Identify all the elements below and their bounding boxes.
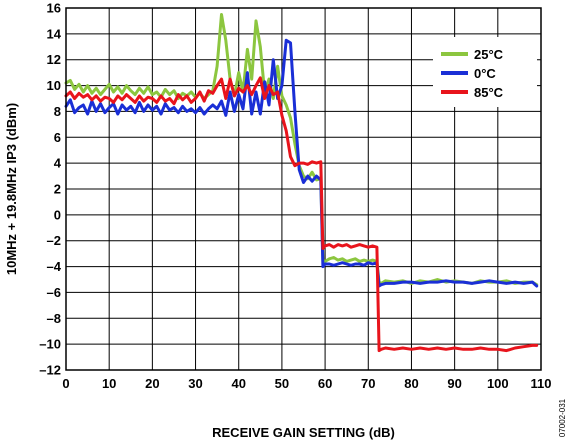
- y-tick-label: 16: [47, 1, 61, 16]
- y-tick-label: 6: [54, 130, 61, 145]
- x-tick-label: 30: [188, 376, 202, 391]
- x-tick-label: 20: [145, 376, 159, 391]
- x-tick-label: 60: [318, 376, 332, 391]
- x-tick-label: 70: [361, 376, 375, 391]
- x-tick-label: 100: [487, 376, 509, 391]
- y-tick-label: 2: [54, 182, 61, 197]
- series-line-2: [64, 76, 539, 353]
- legend-label: 0°C: [474, 66, 496, 81]
- plot-frame: [65, 7, 542, 371]
- x-tick-label: 50: [275, 376, 289, 391]
- x-tick-label: 0: [62, 376, 69, 391]
- y-tick-label: –12: [39, 363, 61, 378]
- series-layer: [64, 13, 539, 353]
- y-tick-label: 4: [54, 156, 62, 171]
- x-tick-label: 90: [447, 376, 461, 391]
- legend: 25°C 0°C 85°C: [433, 37, 537, 107]
- y-tick-label: 10: [47, 78, 61, 93]
- legend-label: 85°C: [474, 85, 504, 100]
- y-tick-label: –4: [47, 259, 62, 274]
- series-line-1: [64, 38, 539, 288]
- y-tick-label: 12: [47, 52, 61, 67]
- y-tick-label: –10: [39, 337, 61, 352]
- figure-code: 07002-031: [558, 398, 567, 437]
- y-tick-label: 14: [47, 26, 62, 41]
- y-tick-label: –2: [47, 233, 61, 248]
- y-tick-label: –8: [47, 311, 61, 326]
- grid: [65, 7, 542, 371]
- x-tick-label: 110: [531, 376, 552, 391]
- x-tick-label: 40: [231, 376, 245, 391]
- x-tick-label: 10: [102, 376, 116, 391]
- y-tick-label: 0: [54, 207, 61, 222]
- x-axis-title: RECEIVE GAIN SETTING (dB): [212, 425, 395, 440]
- y-axis-title: 10MHz + 19.8MHz IP3 (dBm): [4, 103, 19, 275]
- x-tick-labels: 0 10 20 30 40 50 60 70 80 90 100 110: [62, 376, 551, 391]
- x-tick-label: 80: [404, 376, 418, 391]
- y-tick-label: –6: [47, 285, 61, 300]
- y-tick-label: 8: [54, 104, 61, 119]
- legend-label: 25°C: [474, 47, 504, 62]
- y-tick-labels: 16 14 12 10 8 6 4 2 0 –2 –4 –6 –8 –10 –12: [39, 1, 61, 378]
